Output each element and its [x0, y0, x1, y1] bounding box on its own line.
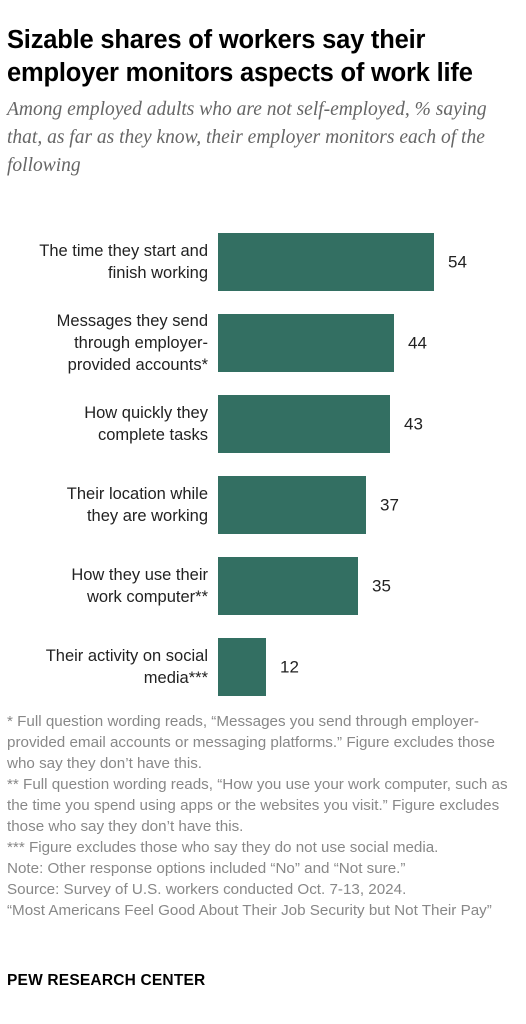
category-label-4: Their location while they are working — [67, 485, 208, 525]
footnote-2: ** Full question wording reads, “How you… — [7, 776, 508, 835]
footnotes: * Full question wording reads, “Messages… — [7, 711, 519, 921]
note-response-options: Note: Other response options included “N… — [7, 860, 406, 877]
bar-chart: 54 The time they start and finish working 4… — [39, 233, 467, 696]
bar-1 — [218, 233, 434, 291]
bar-4 — [218, 476, 366, 534]
category-label-3: How quickly they complete tasks — [84, 404, 209, 444]
brand-logo-text: PEW RESEARCH CENTER — [7, 972, 206, 989]
report-title-note: “Most Americans Feel Good About Their Jo… — [7, 902, 492, 919]
footnote-1: * Full question wording reads, “Messages… — [7, 713, 495, 772]
category-label-5: How they use their work computer** — [71, 566, 208, 606]
category-label-2: Messages they send through employer-provi… — [57, 312, 209, 374]
bar-value-label-5: 35 — [372, 577, 391, 596]
bar-6 — [218, 638, 266, 696]
bar-5 — [218, 557, 358, 615]
bar-value-label-4: 37 — [380, 496, 399, 515]
bar-3 — [218, 395, 390, 453]
bar-2 — [218, 314, 394, 372]
bar-value-label-2: 44 — [408, 334, 427, 353]
chart-title: Sizable shares of workers say their empl… — [7, 26, 473, 87]
bar-value-label-3: 43 — [404, 415, 423, 434]
source-note: Source: Survey of U.S. workers conducted… — [7, 881, 407, 898]
bar-value-label-6: 12 — [280, 658, 299, 677]
bar-value-label-1: 54 — [448, 253, 467, 272]
category-label-6: Their activity on social media*** — [46, 647, 209, 687]
chart-subtitle: Among employed adults who are not self-e… — [7, 99, 487, 176]
category-label-1: The time they start and finish working — [39, 242, 208, 282]
footnote-3: *** Figure excludes those who say they d… — [7, 839, 439, 856]
